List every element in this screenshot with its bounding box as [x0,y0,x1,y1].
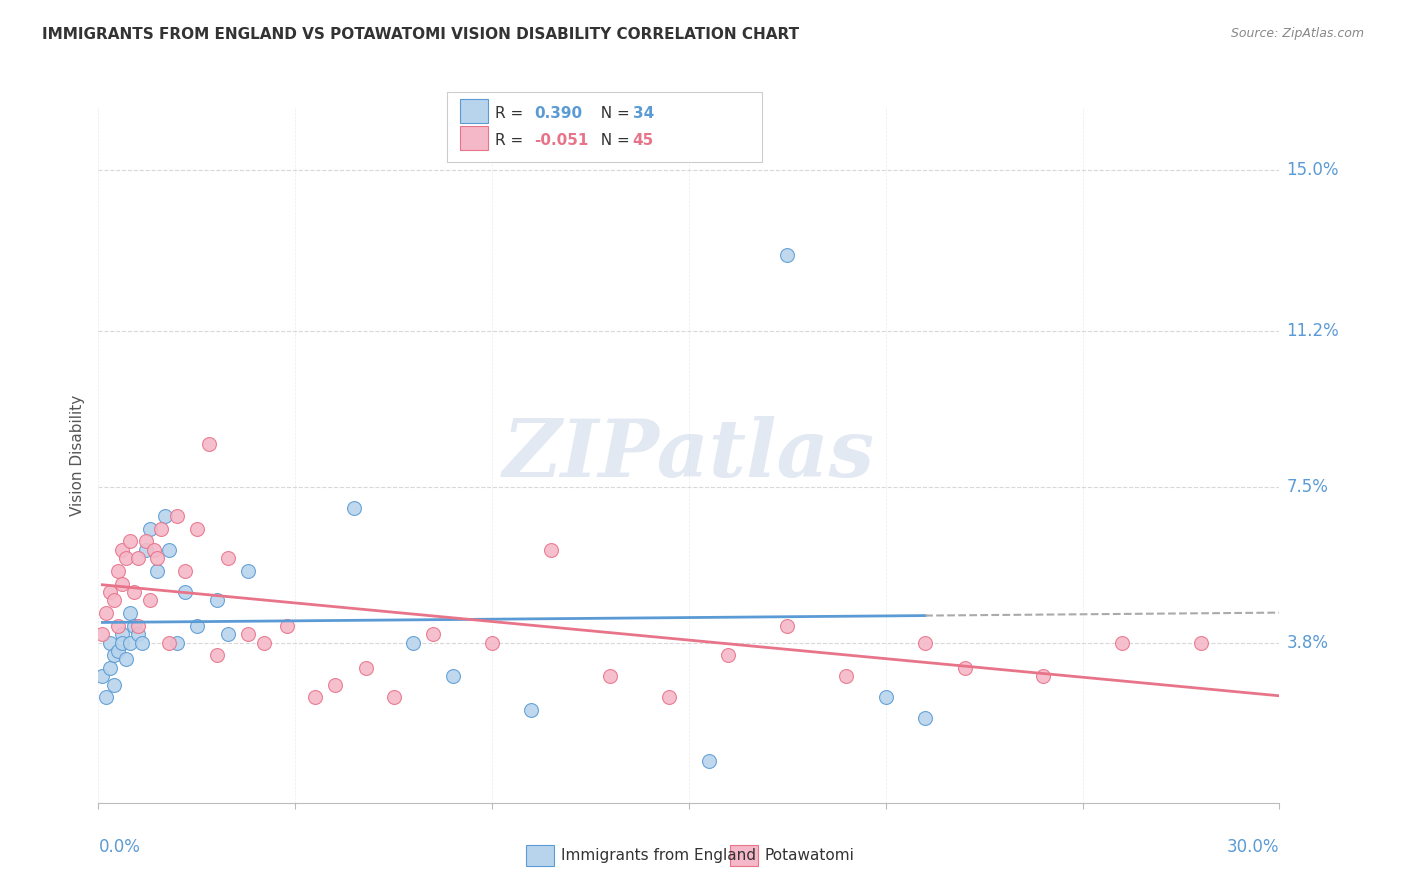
Text: 11.2%: 11.2% [1286,321,1340,340]
Point [146,564,169,578]
Point [914,711,936,725]
Point [166,635,188,649]
Point [540,542,562,557]
Point [122,585,145,599]
Point [127,627,149,641]
Point [103,678,125,692]
Point [107,564,129,578]
Point [138,522,160,536]
Point [96,606,118,620]
Point [441,669,464,683]
Point [186,522,208,536]
Point [217,627,239,641]
Point [276,618,298,632]
Point [111,542,134,557]
Text: R =: R = [495,133,529,147]
Point [103,593,125,607]
Text: N =: N = [591,106,634,120]
Point [142,542,165,557]
Point [236,564,259,578]
Point [103,648,125,663]
Point [217,551,239,566]
Point [776,618,799,632]
Text: ZIPatlas: ZIPatlas [503,417,875,493]
Point [131,635,153,649]
Point [115,652,138,666]
Point [91,627,114,641]
Point [146,551,169,566]
Point [382,690,405,705]
Point [111,576,134,591]
Point [98,661,121,675]
Point [135,542,157,557]
Text: 45: 45 [633,133,654,147]
Point [197,437,219,451]
Point [953,661,976,675]
Text: 7.5%: 7.5% [1286,477,1329,496]
Point [205,593,228,607]
Point [520,703,543,717]
Point [118,606,141,620]
Text: 3.8%: 3.8% [1286,633,1329,651]
Point [323,678,346,692]
Point [599,669,621,683]
Text: 15.0%: 15.0% [1286,161,1339,179]
Point [115,551,138,566]
Point [402,635,425,649]
Text: 34: 34 [633,106,654,120]
Point [205,648,228,663]
Point [481,635,503,649]
Point [135,534,157,549]
Text: Source: ZipAtlas.com: Source: ZipAtlas.com [1230,27,1364,40]
Point [1189,635,1212,649]
Point [174,585,197,599]
Point [354,661,377,675]
Point [127,618,149,632]
Point [91,669,114,683]
Point [253,635,276,649]
Point [875,690,897,705]
Point [835,669,858,683]
Point [697,754,720,768]
Point [236,627,259,641]
Point [155,509,177,524]
Point [96,690,118,705]
Point [157,635,180,649]
Point [186,618,208,632]
Point [98,635,121,649]
Text: 30.0%: 30.0% [1227,838,1279,856]
Point [1111,635,1133,649]
Point [304,690,326,705]
Text: 0.0%: 0.0% [98,838,141,856]
Point [118,635,141,649]
Text: R =: R = [495,106,529,120]
Point [138,593,160,607]
Point [422,627,444,641]
Point [166,509,188,524]
Point [776,247,799,261]
Text: 0.390: 0.390 [534,106,582,120]
Point [1032,669,1054,683]
Point [717,648,740,663]
Point [122,618,145,632]
Point [150,522,173,536]
Point [127,551,149,566]
Text: Potawatomi: Potawatomi [765,848,855,863]
Y-axis label: Vision Disability: Vision Disability [70,394,86,516]
Point [914,635,936,649]
Text: IMMIGRANTS FROM ENGLAND VS POTAWATOMI VISION DISABILITY CORRELATION CHART: IMMIGRANTS FROM ENGLAND VS POTAWATOMI VI… [42,27,799,42]
Text: -0.051: -0.051 [534,133,589,147]
Point [107,644,129,658]
Text: Immigrants from England: Immigrants from England [561,848,756,863]
Point [111,635,134,649]
Point [658,690,681,705]
Point [174,564,197,578]
Point [98,585,121,599]
Point [118,534,141,549]
Text: N =: N = [591,133,634,147]
Point [157,542,180,557]
Point [107,618,129,632]
Point [111,627,134,641]
Point [343,500,366,515]
